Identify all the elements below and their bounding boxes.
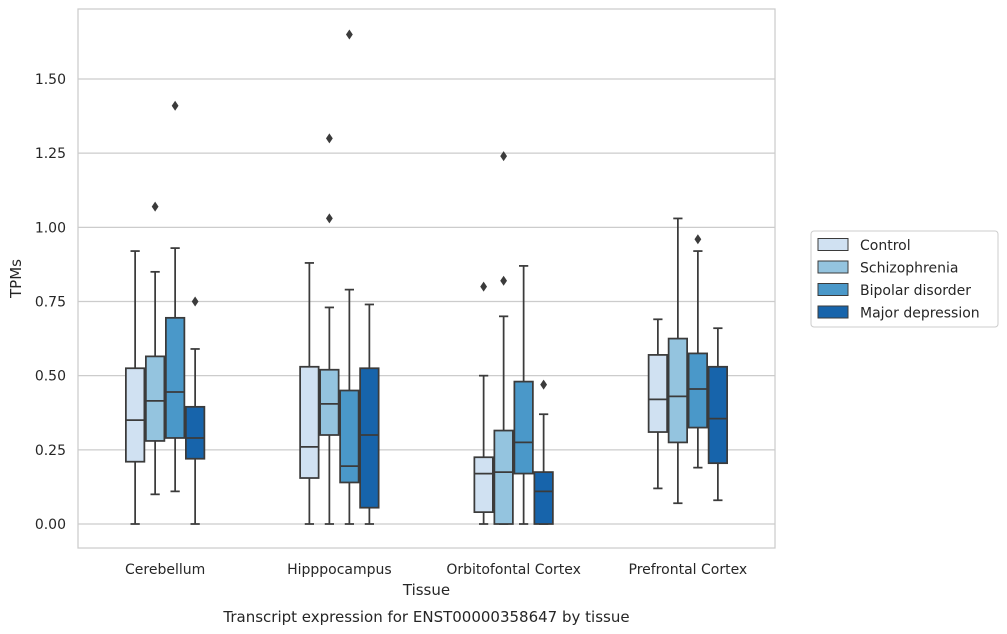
outlier-point (325, 213, 333, 224)
legend-swatch (817, 305, 849, 319)
box (185, 405, 206, 460)
outlier-point (500, 275, 508, 286)
box-group (125, 250, 146, 525)
outlier-point (151, 201, 159, 212)
box-group (319, 133, 340, 525)
box-group (185, 296, 206, 525)
outlier-point (345, 29, 353, 40)
outlier-point (540, 379, 548, 390)
x-tick-label: Prefrontal Cortex (629, 562, 748, 578)
box (359, 367, 380, 509)
legend-frame (810, 230, 999, 328)
x-tick-label: Cerebellum (125, 562, 205, 578)
box-group (299, 262, 320, 525)
y-axis-title: TPMs (7, 259, 25, 299)
y-tick-labels: 0.00 0.25 0.50 0.75 1.00 1.25 1.50 (35, 72, 66, 533)
outlier-point (480, 281, 488, 292)
outlier-point (500, 151, 508, 162)
box (319, 368, 340, 436)
plot-area (78, 9, 775, 548)
box-group (647, 318, 668, 490)
box (473, 456, 494, 514)
box (687, 352, 708, 429)
legend-swatch (817, 260, 849, 274)
box-group (533, 379, 554, 525)
outlier-point (171, 100, 179, 111)
y-tick-label: 1.50 (35, 72, 66, 88)
box-group (145, 201, 166, 496)
legend-label: Major depression (860, 306, 980, 322)
legend: Control Schizophrenia Bipolar disorder Majo… (810, 230, 999, 328)
plot-frame (77, 8, 776, 549)
y-tick-label: 0.00 (35, 517, 66, 533)
y-tick-label: 0.50 (35, 369, 66, 385)
outlier-point (694, 234, 702, 245)
box (145, 355, 166, 442)
box (707, 365, 728, 465)
box (125, 367, 146, 463)
box (299, 365, 320, 479)
legend-label: Schizophrenia (860, 261, 958, 277)
legend-swatch (817, 283, 849, 296)
y-tick-label: 0.25 (35, 443, 66, 459)
box (647, 354, 668, 433)
x-tick-label: Hipppocampus (287, 562, 392, 578)
legend-label: Bipolar disorder (860, 283, 971, 299)
x-axis-title: Tissue (402, 581, 450, 599)
box-group (707, 327, 728, 502)
box (533, 471, 554, 525)
y-tick-label: 0.75 (35, 295, 66, 311)
outlier-point (325, 133, 333, 144)
legend-label: Control (860, 238, 911, 254)
legend-swatch (817, 238, 849, 251)
box (493, 429, 514, 525)
box-group (359, 303, 380, 525)
box-group (513, 265, 534, 525)
chart-caption: Transcript expression for ENST0000035864… (222, 608, 629, 626)
y-tick-label: 1.25 (35, 146, 66, 162)
box-group (339, 29, 360, 525)
y-tick-label: 1.00 (35, 220, 66, 236)
box-group (165, 100, 186, 493)
box (339, 389, 360, 484)
box (165, 316, 186, 439)
box-series (125, 29, 728, 525)
box-group (687, 234, 708, 469)
box-group (667, 217, 688, 505)
box (667, 337, 688, 444)
box-group (493, 151, 514, 525)
x-tick-label: Orbitofontal Cortex (446, 562, 581, 578)
box-group (473, 281, 494, 525)
outlier-point (191, 296, 199, 307)
x-tick-labels: Cerebellum Hipppocampus Orbitofontal Corte… (125, 562, 747, 578)
box (513, 380, 534, 475)
